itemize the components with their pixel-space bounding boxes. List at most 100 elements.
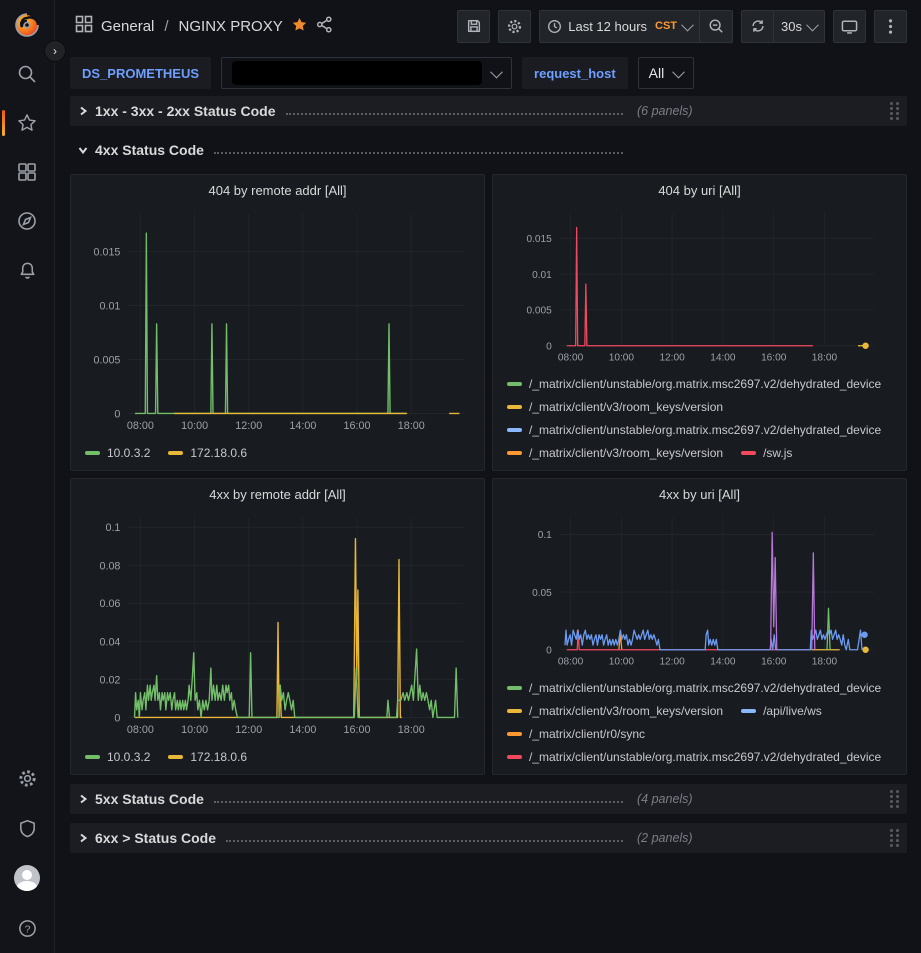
gear-icon: [508, 19, 522, 33]
row-panel-count: (4 panels): [637, 792, 693, 806]
row-panel-count: (6 panels): [637, 104, 693, 118]
chevron-right-icon: [80, 794, 88, 804]
dotted-leader: [213, 152, 623, 154]
legend-item[interactable]: 172.18.0.6: [168, 446, 247, 460]
legend-item[interactable]: 10.0.3.2: [85, 446, 150, 460]
dotted-leader: [213, 801, 623, 803]
legend-item[interactable]: /_matrix/client/v3/room_keys/version: [507, 446, 723, 460]
sidebar-item-dashboards[interactable]: [0, 159, 54, 185]
svg-text:12:00: 12:00: [235, 724, 262, 736]
legend-color-swatch: [507, 754, 522, 759]
legend-color-swatch: [741, 708, 757, 713]
row-drag-handle[interactable]: [890, 790, 899, 808]
svg-text:0: 0: [114, 408, 120, 420]
row-drag-handle[interactable]: [890, 829, 899, 847]
configuration-gear-icon[interactable]: [0, 765, 54, 791]
kebab-menu-button[interactable]: [874, 9, 907, 43]
sidebar-item-explore-compass-icon[interactable]: [0, 208, 54, 234]
legend-item[interactable]: /_matrix/client/v3/room_keys/version: [507, 400, 723, 414]
legend-row: /_matrix/client/unstable/org.matrix.msc2…: [507, 676, 898, 699]
legend-color-swatch: [741, 450, 757, 455]
legend-label: /sw.js: [763, 445, 793, 460]
legend-item[interactable]: /_matrix/client/unstable/org.matrix.msc2…: [507, 681, 881, 695]
svg-text:08:00: 08:00: [127, 420, 154, 432]
legend-item[interactable]: /_matrix/client/v3/room_keys/version: [507, 704, 723, 718]
grafana-logo[interactable]: [0, 12, 54, 38]
legend-color-swatch: [168, 450, 184, 455]
panel-404-by-remote-addr: 404 by remote addr [All] 08:00 10:00 12:00…: [70, 174, 485, 471]
panel-legend: 10.0.3.2 172.18.0.6: [79, 435, 476, 464]
row-drag-handle[interactable]: [890, 102, 899, 120]
legend-color-swatch: [85, 754, 100, 759]
legend-row: /_matrix/client/unstable/org.matrix.msc2…: [507, 372, 898, 395]
variable-label-request-host[interactable]: request_host: [522, 57, 628, 89]
variable-value-ds-prometheus[interactable]: [221, 57, 513, 89]
legend-item[interactable]: 172.18.0.6: [168, 750, 247, 764]
legend-item[interactable]: /_matrix/client/unstable/org.matrix.msc2…: [507, 750, 881, 764]
legend-item[interactable]: /_matrix/client/unstable/org.matrix.msc2…: [507, 423, 881, 437]
svg-text:10:00: 10:00: [181, 420, 208, 432]
favorite-star-icon[interactable]: [291, 16, 308, 37]
row-6xx[interactable]: 6xx > Status Code (2 panels): [70, 823, 907, 853]
sidebar-item-starred[interactable]: [0, 110, 54, 136]
legend-row: /_matrix/client/unstable/org.matrix.msc2…: [507, 418, 898, 441]
kiosk-tv-button[interactable]: [833, 9, 866, 43]
svg-text:?: ?: [24, 923, 30, 935]
panel-404-by-uri: 404 by uri [All] 08:00 10:00 12:00 14:00 16:…: [492, 174, 907, 471]
panel-legend: /_matrix/client/unstable/org.matrix.msc2…: [501, 670, 898, 768]
row-5xx[interactable]: 5xx Status Code (4 panels): [70, 784, 907, 814]
sidebar-item-alerting-bell-icon[interactable]: [0, 257, 54, 283]
row-4xx[interactable]: 4xx Status Code: [70, 135, 907, 165]
help-icon[interactable]: ?: [0, 915, 54, 941]
refresh-interval-select[interactable]: 30s: [774, 9, 825, 43]
legend-item[interactable]: /sw.js: [741, 446, 792, 460]
breadcrumb-section[interactable]: General: [101, 17, 155, 35]
svg-text:16:00: 16:00: [761, 656, 787, 667]
panel-title[interactable]: 404 by remote addr [All]: [208, 183, 347, 198]
legend-label: 172.18.0.6: [190, 445, 248, 460]
legend-item[interactable]: /api/live/ws: [741, 704, 822, 718]
row-1xx-3xx-2xx[interactable]: 1xx - 3xx - 2xx Status Code (6 panels): [70, 96, 907, 126]
search-icon[interactable]: [0, 61, 54, 87]
legend-color-swatch: [507, 708, 522, 713]
svg-text:14:00: 14:00: [710, 352, 736, 363]
legend-row: /_matrix/client/r0/sync: [507, 722, 898, 745]
legend-row: /_matrix/client/v3/room_keys/version/sw.…: [507, 441, 898, 464]
share-icon[interactable]: [316, 15, 333, 37]
legend-item[interactable]: 10.0.3.2: [85, 750, 150, 764]
legend-label: /_matrix/client/unstable/org.matrix.msc2…: [529, 749, 882, 764]
zoom-out-button[interactable]: [700, 9, 734, 43]
panel-title[interactable]: 404 by uri [All]: [658, 183, 741, 198]
legend-label: /_matrix/client/v3/room_keys/version: [529, 399, 724, 414]
user-avatar[interactable]: [0, 865, 54, 891]
legend-row: /_matrix/client/v3/room_keys/version: [507, 395, 898, 418]
chevron-down-icon: [78, 147, 88, 155]
legend-color-swatch: [168, 754, 184, 759]
legend-label: /_matrix/client/unstable/org.matrix.msc2…: [529, 680, 882, 695]
legend-label: /_matrix/client/v3/room_keys/version: [529, 703, 724, 718]
svg-text:16:00: 16:00: [344, 724, 371, 736]
svg-text:12:00: 12:00: [659, 352, 685, 363]
panel-title[interactable]: 4xx by uri [All]: [659, 487, 740, 502]
chevron-right-icon: [80, 106, 88, 116]
refresh-button[interactable]: [741, 9, 775, 43]
panel-title[interactable]: 4xx by remote addr [All]: [209, 487, 346, 502]
variable-label-ds-prometheus[interactable]: DS_PROMETHEUS: [70, 57, 212, 89]
variable-value-request-host[interactable]: All: [637, 57, 695, 89]
svg-text:0: 0: [114, 712, 120, 724]
legend-label: /_matrix/client/v3/room_keys/version: [529, 445, 724, 460]
server-admin-shield-icon[interactable]: [0, 815, 54, 841]
svg-text:16:00: 16:00: [761, 352, 787, 363]
legend-color-swatch: [507, 731, 522, 736]
dashboard-settings-button[interactable]: [498, 9, 532, 43]
legend-item[interactable]: /_matrix/client/unstable/org.matrix.msc2…: [507, 377, 881, 391]
time-range-picker[interactable]: Last 12 hours CST: [539, 9, 701, 43]
svg-text:08:00: 08:00: [558, 656, 584, 667]
legend-item[interactable]: /_matrix/client/r0/sync: [507, 727, 645, 741]
breadcrumb-dashboard-title[interactable]: NGINX PROXY: [178, 17, 283, 35]
svg-text:0.01: 0.01: [99, 300, 120, 312]
kebab-icon: [888, 18, 893, 34]
save-dashboard-button[interactable]: [457, 9, 491, 43]
sidebar-expand-button[interactable]: ›: [44, 40, 66, 62]
top-navbar: General / NGINX PROXY Last 12: [55, 0, 921, 52]
